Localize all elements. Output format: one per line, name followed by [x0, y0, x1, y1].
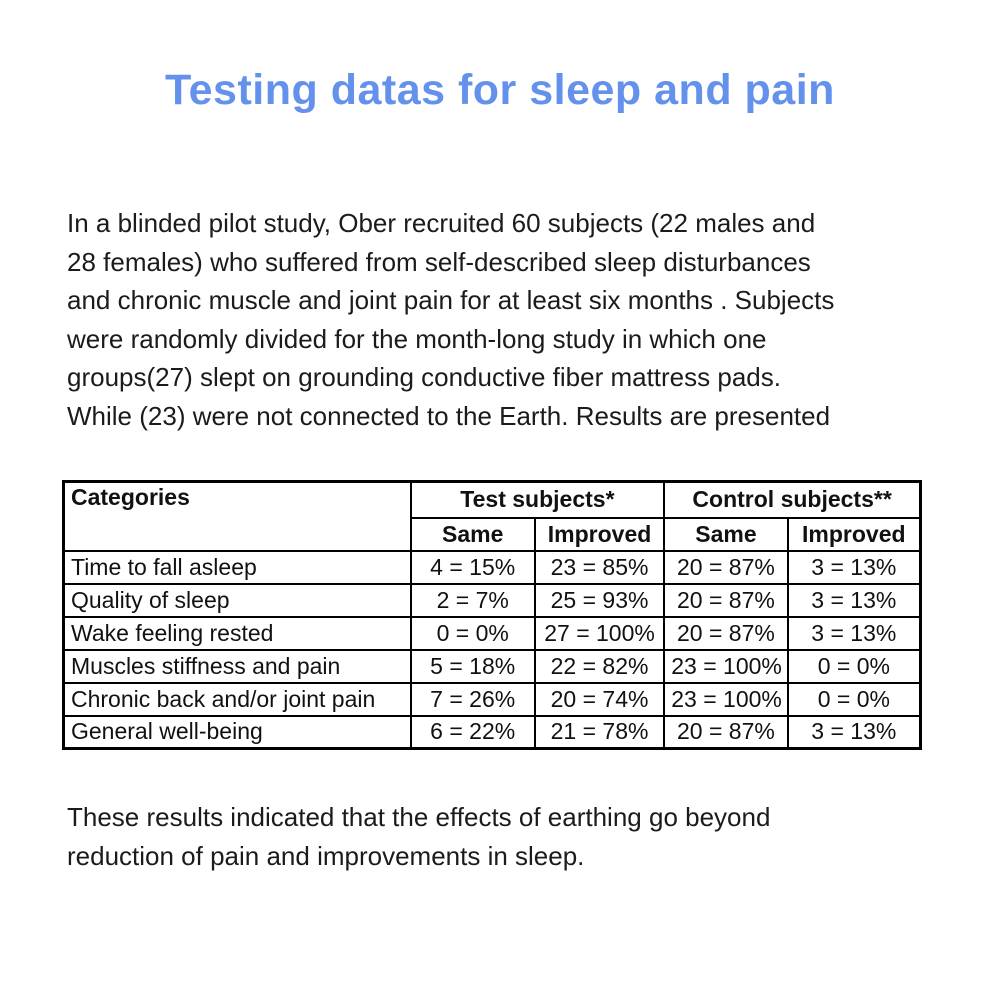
row-category: Time to fall asleep: [62, 549, 412, 585]
intro-line: groups(27) slept on grounding conductive…: [67, 362, 781, 392]
row-category: Muscles stiffness and pain: [62, 648, 412, 684]
column-header-control-same: Same: [663, 516, 789, 552]
cell-value: 21 = 78%: [533, 714, 666, 750]
conclusion-line: reduction of pain and improvements in sl…: [67, 840, 585, 871]
cell-value: 0 = 0%: [786, 648, 922, 684]
cell-value: 3 = 13%: [786, 714, 922, 750]
cell-value: 5 = 18%: [409, 648, 536, 684]
column-header-control-improved: Improved: [786, 516, 922, 552]
cell-value: 4 = 15%: [409, 549, 536, 585]
intro-line: were randomly divided for the month-long…: [67, 323, 767, 354]
results-table: Categories Test subjects* Control subjec…: [62, 480, 922, 750]
intro-line: and chronic muscle and joint pain for at…: [67, 285, 835, 315]
cell-value: 7 = 26%: [409, 681, 536, 717]
column-header-control-subjects: Control subjects**: [663, 480, 922, 519]
cell-value: 23 = 85%: [533, 549, 666, 585]
cell-value: 20 = 87%: [663, 549, 789, 585]
intro-line: In a blinded pilot study, Ober recruited…: [67, 208, 816, 238]
conclusion-paragraph: These results indicated that the effects…: [67, 798, 947, 875]
column-header-categories: Categories: [62, 480, 412, 552]
page-title: Testing datas for sleep and pain: [165, 66, 835, 114]
row-category: Wake feeling rested: [62, 615, 412, 651]
cell-value: 3 = 13%: [786, 549, 922, 585]
cell-value: 3 = 13%: [786, 615, 922, 651]
table-row: Muscles stiffness and pain 5 = 18% 22 = …: [62, 648, 922, 684]
conclusion-line: These results indicated that the effects…: [67, 802, 771, 832]
table-row: Time to fall asleep 4 = 15% 23 = 85% 20 …: [62, 549, 922, 585]
cell-value: 23 = 100%: [663, 648, 789, 684]
cell-value: 2 = 7%: [409, 582, 536, 618]
intro-paragraph: In a blinded pilot study, Ober recruited…: [67, 204, 947, 435]
cell-value: 3 = 13%: [786, 582, 922, 618]
cell-value: 20 = 74%: [533, 681, 666, 717]
cell-value: 0 = 0%: [786, 681, 922, 717]
cell-value: 25 = 93%: [533, 582, 666, 618]
table-header-sub-row: Same Improved Same Improved: [64, 516, 922, 552]
row-category: Chronic back and/or joint pain: [62, 681, 412, 717]
cell-value: 27 = 100%: [533, 615, 666, 651]
cell-value: 22 = 82%: [533, 648, 666, 684]
column-header-test-same: Same: [409, 516, 536, 552]
cell-value: 20 = 87%: [663, 582, 789, 618]
cell-value: 6 = 22%: [409, 714, 536, 750]
table-row: Quality of sleep 2 = 7% 25 = 93% 20 = 87…: [62, 582, 922, 618]
cell-value: 20 = 87%: [663, 714, 789, 750]
intro-line: 28 females) who suffered from self-descr…: [67, 246, 811, 277]
column-header-test-subjects: Test subjects*: [409, 480, 666, 519]
row-category: Quality of sleep: [62, 582, 412, 618]
cell-value: 23 = 100%: [663, 681, 789, 717]
table-row: General well-being 6 = 22% 21 = 78% 20 =…: [62, 714, 922, 750]
table-row: Wake feeling rested 0 = 0% 27 = 100% 20 …: [62, 615, 922, 651]
cell-value: 20 = 87%: [663, 615, 789, 651]
intro-line: While (23) were not connected to the Ear…: [67, 400, 831, 431]
table-header-group-row: Categories Test subjects* Control subjec…: [62, 480, 922, 552]
row-category: General well-being: [62, 714, 412, 750]
column-header-test-improved: Improved: [533, 516, 666, 552]
cell-value: 0 = 0%: [409, 615, 536, 651]
table-row: Chronic back and/or joint pain 7 = 26% 2…: [62, 681, 922, 717]
